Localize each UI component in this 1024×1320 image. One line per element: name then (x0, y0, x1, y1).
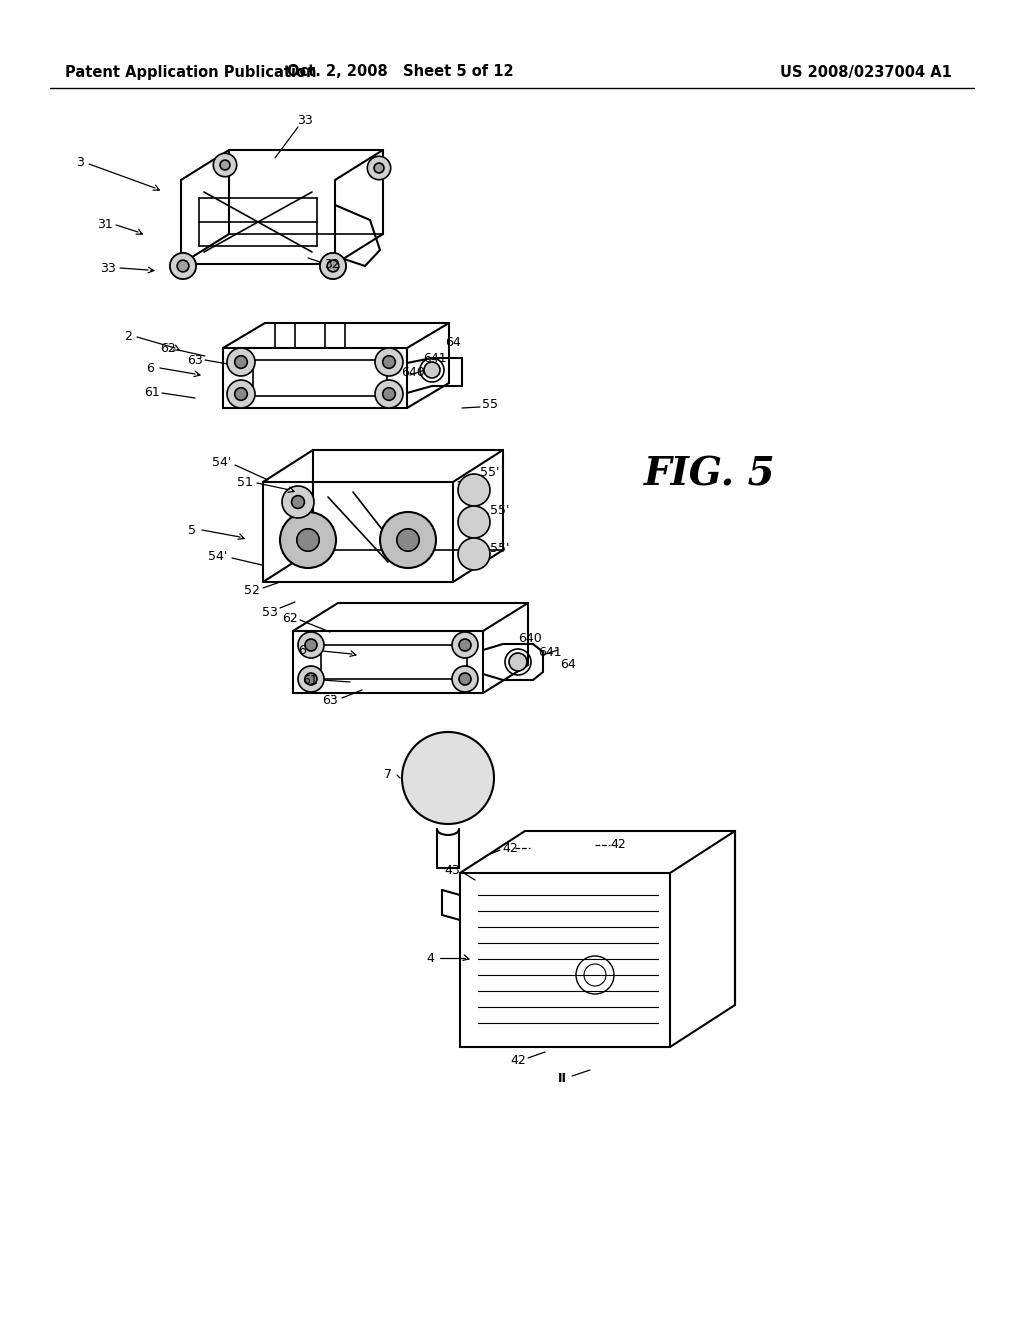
Circle shape (213, 153, 237, 177)
Text: Oct. 2, 2008   Sheet 5 of 12: Oct. 2, 2008 Sheet 5 of 12 (287, 65, 513, 79)
Circle shape (282, 486, 314, 517)
Circle shape (298, 667, 324, 692)
Circle shape (327, 260, 339, 272)
Circle shape (380, 512, 436, 568)
Text: 641: 641 (423, 351, 446, 364)
Circle shape (383, 355, 395, 368)
Text: 55': 55' (490, 503, 510, 516)
Text: 42: 42 (610, 838, 626, 851)
Text: 54': 54' (212, 455, 231, 469)
Circle shape (319, 253, 346, 279)
Text: 6: 6 (298, 644, 306, 656)
Text: 640: 640 (401, 366, 425, 379)
Text: 62: 62 (160, 342, 176, 355)
Circle shape (305, 673, 317, 685)
Text: 5: 5 (188, 524, 196, 536)
Text: 55': 55' (480, 466, 500, 479)
Circle shape (368, 156, 391, 180)
Text: 62: 62 (283, 611, 298, 624)
Text: II: II (557, 1072, 566, 1085)
Circle shape (374, 164, 384, 173)
Text: 641: 641 (539, 645, 562, 659)
Circle shape (452, 632, 478, 657)
Text: 31: 31 (97, 219, 113, 231)
Text: 54': 54' (208, 549, 227, 562)
Text: 640: 640 (518, 631, 542, 644)
Circle shape (170, 253, 196, 279)
Text: 52: 52 (244, 583, 260, 597)
Text: FIG. 5: FIG. 5 (644, 455, 776, 494)
Text: 63: 63 (187, 354, 203, 367)
Text: 61: 61 (302, 673, 317, 686)
Circle shape (177, 260, 188, 272)
Circle shape (509, 653, 527, 671)
Text: 32: 32 (325, 259, 340, 272)
Circle shape (452, 667, 478, 692)
Circle shape (459, 639, 471, 651)
Text: 42: 42 (510, 1053, 526, 1067)
Circle shape (424, 362, 440, 378)
Text: Patent Application Publication: Patent Application Publication (65, 65, 316, 79)
Circle shape (280, 512, 336, 568)
Circle shape (220, 160, 230, 170)
Circle shape (297, 529, 319, 552)
Circle shape (375, 380, 403, 408)
Circle shape (459, 673, 471, 685)
Text: 51: 51 (238, 477, 253, 490)
Text: 33: 33 (297, 114, 313, 127)
Text: 63: 63 (323, 693, 338, 706)
Text: 64: 64 (445, 335, 461, 348)
Text: US 2008/0237004 A1: US 2008/0237004 A1 (780, 65, 952, 79)
Circle shape (458, 506, 490, 539)
Circle shape (375, 348, 403, 376)
Text: 33: 33 (100, 261, 116, 275)
Text: 55: 55 (482, 399, 498, 412)
Circle shape (227, 380, 255, 408)
Circle shape (458, 474, 490, 506)
Circle shape (234, 355, 248, 368)
Circle shape (292, 495, 304, 508)
Circle shape (227, 348, 255, 376)
Text: 2: 2 (124, 330, 132, 343)
Text: 7: 7 (384, 768, 392, 781)
Circle shape (305, 639, 317, 651)
Text: 3: 3 (76, 156, 84, 169)
Text: 53: 53 (262, 606, 278, 619)
Text: 42: 42 (502, 842, 518, 854)
Text: 61: 61 (144, 387, 160, 400)
Text: 43: 43 (444, 863, 460, 876)
Text: 4: 4 (426, 952, 434, 965)
Circle shape (458, 539, 490, 570)
Text: 6: 6 (146, 362, 154, 375)
Circle shape (298, 632, 324, 657)
Circle shape (402, 733, 494, 824)
Circle shape (234, 388, 248, 400)
Circle shape (397, 529, 419, 552)
Circle shape (383, 388, 395, 400)
Text: 64: 64 (560, 659, 575, 672)
Text: 55': 55' (490, 541, 510, 554)
